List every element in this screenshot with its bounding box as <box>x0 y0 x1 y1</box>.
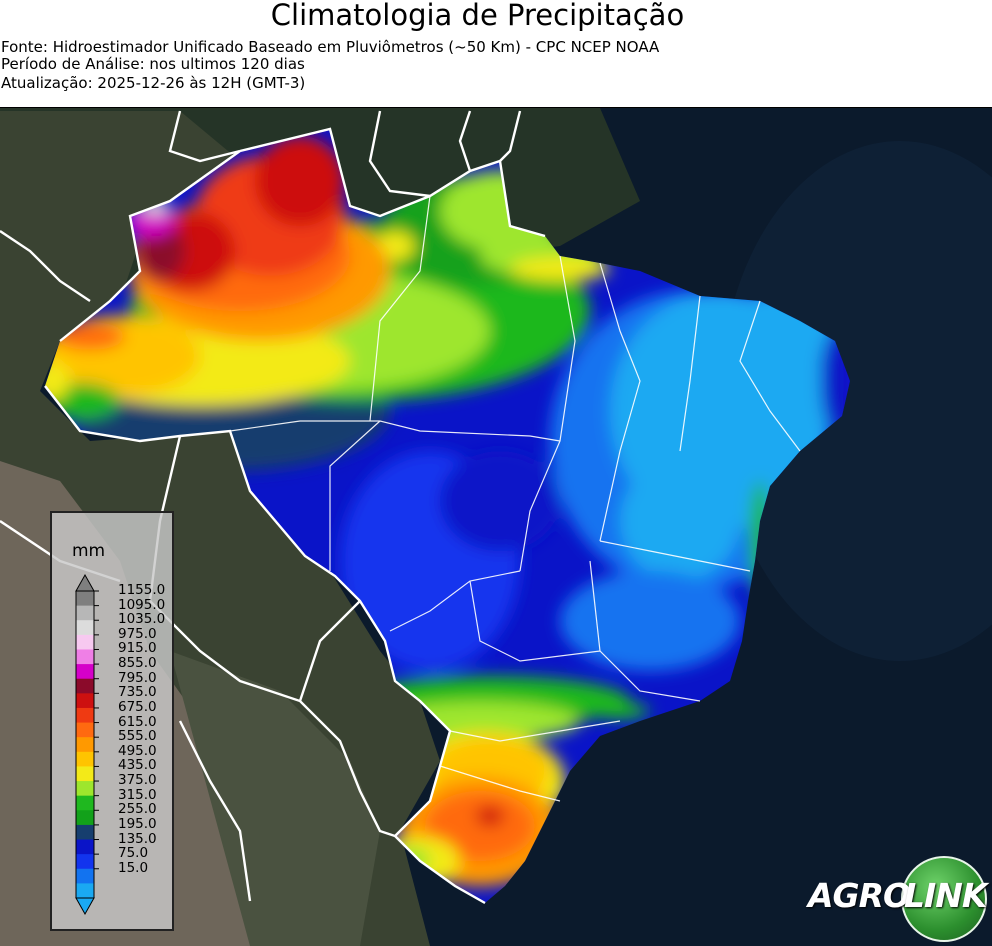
legend-color-step <box>76 634 94 650</box>
legend-color-step <box>76 810 94 826</box>
chaco-region <box>170 651 380 946</box>
legend-color-step <box>76 678 94 694</box>
period-line: Período de Análise: nos ultimos 120 dias <box>1 55 305 73</box>
legend-color-step <box>76 795 94 811</box>
legend-tick-label: 615.0 <box>118 713 157 730</box>
legend-color-step <box>76 693 94 709</box>
legend-colorbar <box>75 573 99 916</box>
logo-circle <box>901 856 987 942</box>
page-title: Climatologia de Precipitação <box>270 0 685 32</box>
legend-tick-label: 135.0 <box>118 830 157 847</box>
legend-tick-label: 375.0 <box>118 772 157 789</box>
logo-text-agro: AGRO <box>808 876 911 915</box>
legend-tick-label: 75.0 <box>118 845 149 862</box>
legend-unit: mm <box>72 541 106 561</box>
legend-tick-label: 675.0 <box>118 698 157 715</box>
legend-tick-label: 1035.0 <box>118 611 166 628</box>
legend-tick-label: 1095.0 <box>118 596 166 613</box>
legend-tick-label: 315.0 <box>118 786 157 803</box>
legend-color-step <box>76 591 94 607</box>
legend-color-step <box>76 737 94 753</box>
legend-color-step <box>76 707 94 724</box>
agrolink-logo: AGRO LINK <box>806 856 987 942</box>
legend-color-step <box>76 868 94 884</box>
legend-color-step <box>76 664 94 680</box>
legend: mm 1155.0 1095.0 1035.0 975.0 915.0 855.0 795.… <box>50 511 174 931</box>
legend-color-step <box>76 883 94 899</box>
legend-color-step <box>76 620 94 636</box>
legend-color-step <box>76 605 94 621</box>
legend-tick-label: 15.0 <box>118 859 149 876</box>
legend-tick-label: 1155.0 <box>118 582 166 598</box>
legend-tick-label: 795.0 <box>118 669 157 686</box>
legend-tick-label: 195.0 <box>118 815 157 832</box>
legend-arrow-bottom <box>75 897 95 916</box>
legend-arrow-top <box>75 573 95 592</box>
country-borders <box>0 110 546 905</box>
legend-color-step <box>76 751 94 767</box>
legend-tick-label: 555.0 <box>118 728 157 745</box>
legend-color-step <box>76 839 94 855</box>
legend-color-step <box>76 649 94 665</box>
legend-tick-label: 735.0 <box>118 684 157 701</box>
state-borders <box>229 195 801 802</box>
legend-tick-label: 975.0 <box>118 625 157 642</box>
legend-color-step <box>76 766 94 782</box>
legend-color-step <box>76 854 94 870</box>
legend-color-step <box>76 722 94 738</box>
precipitation-map: mm 1155.0 1095.0 1035.0 975.0 915.0 855.0 795.… <box>0 107 992 946</box>
legend-tick-label: 255.0 <box>118 801 157 818</box>
legend-color-step <box>76 824 94 841</box>
legend-tick-label: 495.0 <box>118 742 157 759</box>
legend-bar-outline <box>75 590 95 899</box>
legend-tick-label: 855.0 <box>118 655 157 672</box>
legend-color-step <box>76 781 94 797</box>
legend-tick-label: 915.0 <box>118 640 157 657</box>
ocean-shade <box>720 141 992 661</box>
legend-tick-label: 435.0 <box>118 757 157 774</box>
source-line: Fonte: Hidroestimador Unificado Baseado … <box>1 38 660 56</box>
updated-line: Atualização: 2025-12-26 às 12H (GMT-3) <box>1 74 306 92</box>
logo-text-link: LINK <box>904 876 987 915</box>
